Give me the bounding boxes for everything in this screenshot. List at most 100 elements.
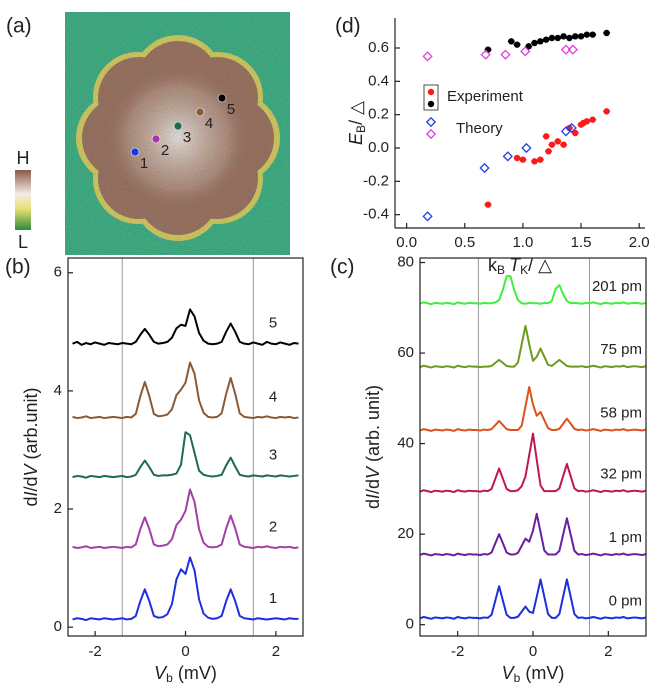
x-tick-label: 2.0 (629, 234, 650, 251)
x-tick-label: 1.0 (512, 234, 533, 251)
data-point (537, 38, 544, 45)
y-tick-label: 0 (54, 618, 62, 635)
data-point (560, 33, 567, 40)
plot-frame (419, 257, 647, 637)
x-tick-label: 0.0 (396, 234, 417, 251)
x-tick-label: 2 (272, 643, 280, 660)
data-point (508, 38, 515, 45)
measure-point (195, 107, 205, 117)
data-point (542, 36, 550, 43)
y-tick-label: 20 (397, 525, 414, 542)
label-part: d (21, 497, 41, 507)
label-part: / △ (528, 255, 552, 275)
legend-marker (427, 100, 435, 108)
data-point (521, 142, 532, 154)
x-tick-label: 0 (529, 643, 537, 660)
label-part: /d (363, 479, 383, 494)
y-tick-label: 0.0 (368, 139, 389, 156)
x-axis-label: Vb (mV) (502, 663, 565, 683)
data-point (513, 154, 521, 162)
data-point (554, 138, 561, 145)
x-tick-label: 1.5 (571, 234, 592, 251)
series-label: 2 (269, 518, 277, 535)
label-part: I (363, 494, 383, 499)
data-point (603, 108, 610, 115)
legend-marker (427, 88, 435, 96)
series-label: 58 pm (600, 405, 642, 422)
label-part: / △ (346, 101, 366, 125)
data-point (583, 31, 591, 38)
data-point (545, 148, 552, 155)
measure-point (173, 121, 183, 131)
data-point (525, 43, 532, 50)
colorbar-high: H (17, 148, 30, 168)
data-point (520, 46, 531, 57)
spectrum-line (72, 308, 299, 346)
series-label: 1 (269, 590, 277, 607)
label-part: (mV) (173, 663, 217, 683)
data-point (531, 158, 538, 165)
label-part: B (354, 125, 368, 133)
spectrum-line (419, 578, 647, 620)
panel-label: (d) (335, 15, 361, 38)
data-point (567, 44, 579, 55)
x-tick-label: -2 (88, 643, 101, 660)
label-part: B (497, 263, 505, 277)
point-label: 1 (140, 155, 148, 172)
data-point (537, 156, 544, 163)
data-point (560, 44, 572, 55)
data-point (566, 34, 573, 42)
y-tick-label: -0.2 (363, 172, 389, 189)
data-point (531, 39, 538, 47)
data-point (502, 151, 513, 162)
label-part: b (166, 671, 173, 683)
label-part: V (363, 465, 383, 479)
data-point (583, 118, 591, 125)
data-point (422, 51, 433, 62)
series-label: 4 (269, 388, 277, 405)
spectrum-line (72, 361, 299, 420)
label-part: d (363, 499, 383, 509)
label-part: (arb. unit) (363, 385, 383, 467)
legend-marker (425, 116, 437, 128)
y-tick-label: -0.4 (363, 206, 389, 223)
colorbar (15, 170, 31, 230)
x-tick-label: 0 (181, 643, 189, 660)
spectrum-line (72, 556, 299, 622)
measure-point (130, 147, 140, 157)
label-part: V (154, 663, 168, 683)
y-tick-label: 60 (397, 344, 414, 361)
series-label: 0 pm (609, 592, 642, 609)
data-point (542, 133, 550, 140)
measure-point (151, 134, 161, 144)
panel-label: (a) (6, 15, 32, 38)
label-part: T (509, 255, 522, 275)
data-point (480, 49, 491, 60)
y-axis-label: EB/ △ (346, 101, 368, 145)
stm-image: (a) H L (6, 12, 290, 255)
series-label: 5 (269, 315, 277, 332)
data-point (422, 211, 433, 222)
colorbar-low: L (18, 232, 28, 252)
data-point (560, 141, 567, 148)
series-label: 3 (269, 446, 277, 463)
data-point (572, 33, 579, 40)
y-axis-label: dI/dV (arb.unit) (21, 387, 41, 506)
point-label: 5 (227, 101, 235, 118)
spectrum-line (419, 275, 647, 306)
panel-label: (b) (5, 256, 31, 279)
y-tick-label: 0.6 (368, 39, 389, 56)
y-tick-label: 0.2 (368, 106, 389, 123)
legend-label: Experiment (447, 88, 524, 105)
legend-label: Theory (456, 120, 503, 137)
data-point (513, 41, 521, 48)
noise (65, 12, 290, 255)
series-label: 1 pm (609, 529, 642, 546)
point-label: 3 (183, 129, 191, 146)
data-point (572, 129, 579, 137)
data-point (566, 122, 577, 134)
data-point (548, 141, 556, 148)
x-axis-label: Vb (mV) (154, 663, 217, 683)
